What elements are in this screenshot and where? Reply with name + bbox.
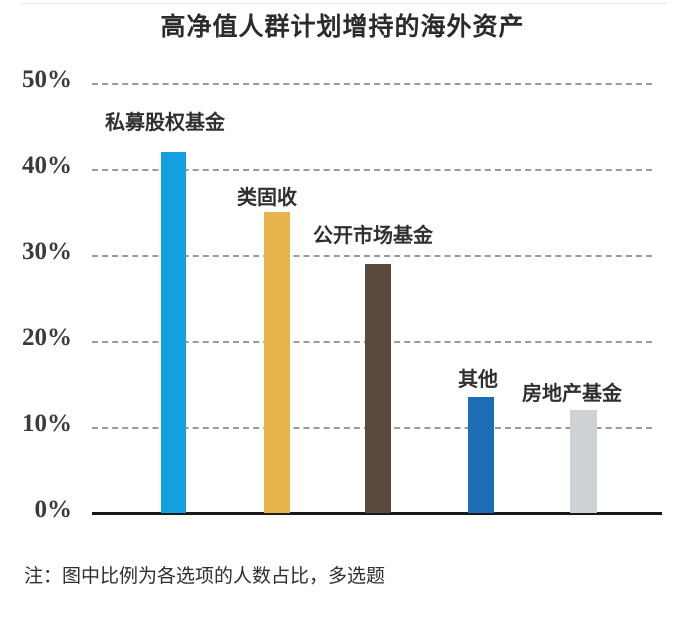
bar-1[interactable] xyxy=(161,151,186,513)
y-axis-tick-10pct: 10% xyxy=(22,410,72,437)
gridline-30pct xyxy=(92,255,652,257)
y-axis-tick-30pct: 30% xyxy=(22,238,72,265)
chart-title: 高净值人群计划增持的海外资产 xyxy=(160,13,525,41)
x-axis-line xyxy=(92,512,662,515)
y-axis-tick-0pct: 0% xyxy=(34,496,73,523)
bar-label-1: 私募股权基金 xyxy=(105,112,225,134)
bar-label-3: 公开市场基金 xyxy=(313,225,433,247)
y-axis-tick-40pct: 40% xyxy=(22,152,72,179)
y-axis-tick-50pct: 50% xyxy=(22,66,72,93)
gridline-40pct xyxy=(92,169,652,171)
gridline-50pct xyxy=(92,83,652,85)
bar-2[interactable] xyxy=(264,212,290,513)
bar-3[interactable] xyxy=(365,263,391,513)
bar-5[interactable] xyxy=(570,409,597,513)
top-divider xyxy=(22,3,667,4)
bar-label-2: 类固收 xyxy=(237,187,297,209)
bar-label-5: 房地产基金 xyxy=(522,383,622,405)
bar-4[interactable] xyxy=(468,396,494,513)
chart-footnote: 注：图中比例为各选项的人数占比，多选题 xyxy=(24,566,386,587)
bar-label-4: 其他 xyxy=(458,369,498,391)
y-axis-tick-20pct: 20% xyxy=(22,324,72,351)
